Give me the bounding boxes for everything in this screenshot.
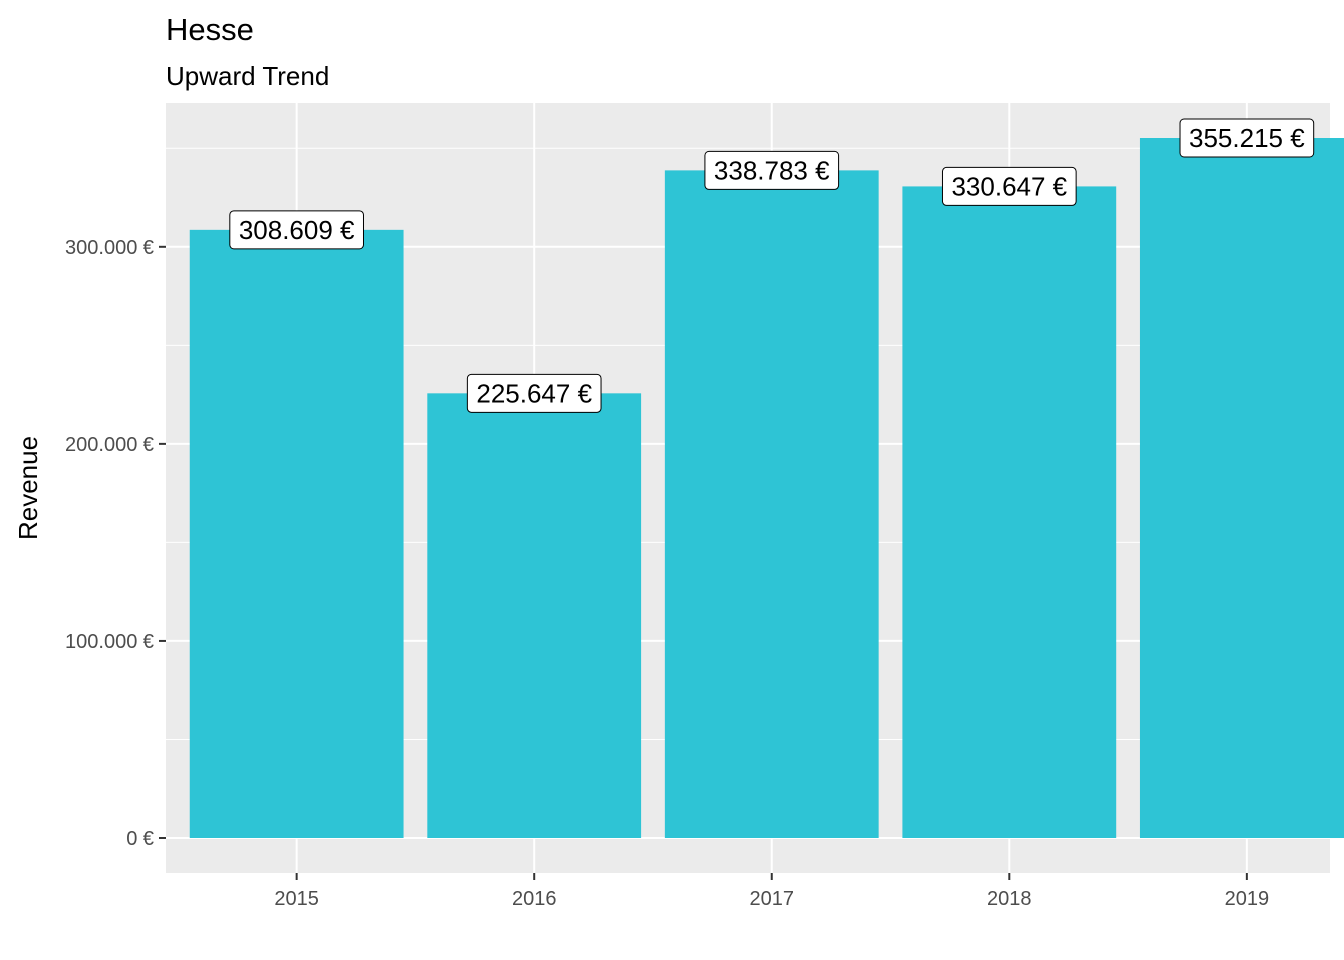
y-tick-label: 200.000 € bbox=[65, 434, 154, 456]
y-tick-label: 300.000 € bbox=[65, 237, 154, 259]
y-tick-label: 100.000 € bbox=[65, 631, 154, 653]
bar-2017 bbox=[664, 170, 879, 838]
x-tick-label: 2015 bbox=[274, 888, 319, 910]
data-label-2019: 355.215 € bbox=[1179, 118, 1315, 158]
data-label-box bbox=[1179, 118, 1315, 158]
x-axis: 2015 2016 2017 2018 2019 bbox=[274, 873, 1269, 910]
x-tick-label: 2016 bbox=[512, 888, 557, 910]
data-label-2016: 225.647 € bbox=[466, 373, 602, 413]
data-label-box bbox=[704, 150, 840, 190]
data-label-box bbox=[466, 373, 602, 413]
data-label-value: 308.609 € bbox=[239, 215, 355, 245]
y-axis-title: Revenue bbox=[13, 436, 43, 540]
bar-2018 bbox=[902, 186, 1117, 838]
chart-title: Hesse bbox=[166, 12, 254, 47]
data-label-box bbox=[941, 166, 1077, 206]
bar-2015 bbox=[189, 229, 404, 838]
x-tick-label: 2018 bbox=[987, 888, 1032, 910]
data-label-2018: 330.647 € bbox=[941, 166, 1077, 206]
data-label-value: 225.647 € bbox=[476, 378, 592, 408]
data-labels: 308.609 € 225.647 € 338.783 € 330.647 € 355.… bbox=[229, 118, 1315, 413]
y-axis: 0 € 100.000 € 200.000 € 300.000 € bbox=[65, 237, 166, 850]
bars bbox=[189, 138, 1344, 838]
data-label-box bbox=[229, 210, 364, 250]
data-label-value: 330.647 € bbox=[951, 172, 1067, 202]
y-tick-label: 0 € bbox=[126, 828, 154, 850]
x-tick-label: 2019 bbox=[1225, 888, 1270, 910]
chart-subtitle: Upward Trend bbox=[166, 61, 329, 91]
bar-2019 bbox=[1139, 138, 1344, 838]
bar-2016 bbox=[427, 393, 642, 838]
x-tick-label: 2017 bbox=[750, 888, 795, 910]
data-label-value: 355.215 € bbox=[1189, 123, 1305, 153]
data-label-2015: 308.609 € bbox=[229, 210, 364, 250]
data-label-2017: 338.783 € bbox=[704, 150, 840, 190]
data-label-value: 338.783 € bbox=[714, 155, 830, 185]
